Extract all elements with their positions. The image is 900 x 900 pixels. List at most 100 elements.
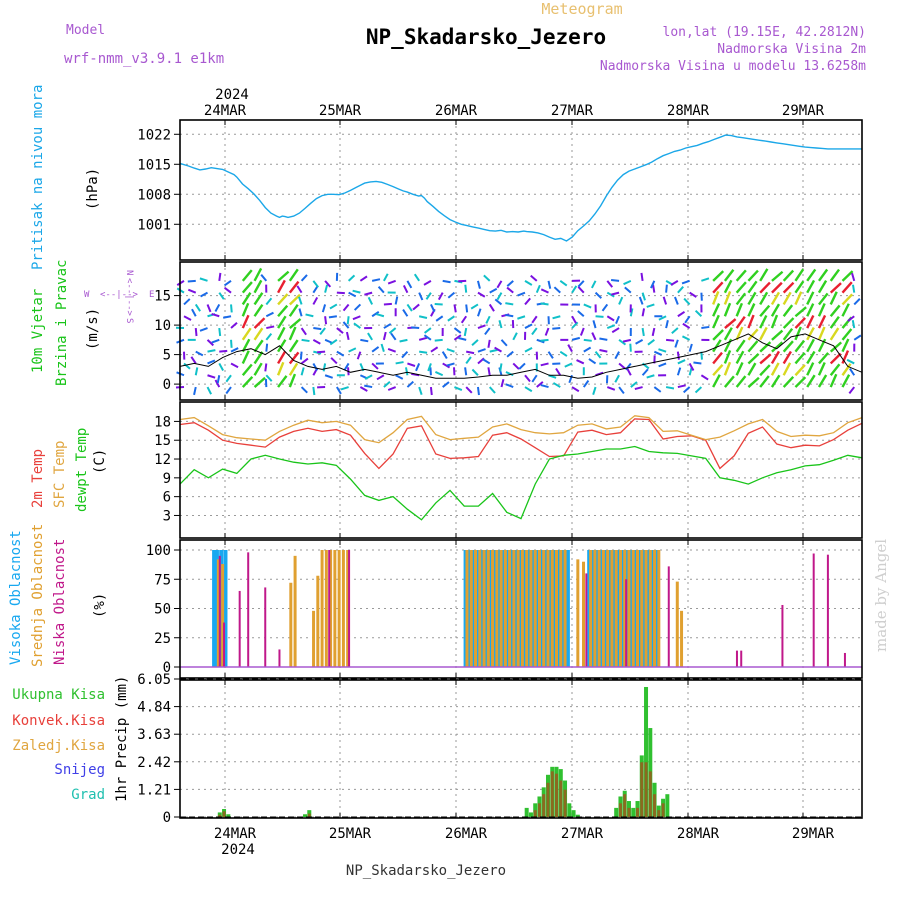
wind-vector: [677, 359, 686, 365]
wind-vector: [512, 332, 518, 341]
ytick-label-wind-3: 15: [154, 289, 171, 305]
wind-vector: [665, 284, 668, 293]
cloud-bar-1: [601, 550, 605, 667]
wind-vector: [441, 351, 448, 360]
wind-vector: [579, 327, 585, 336]
wind-vector: [829, 268, 841, 282]
cloud-bar-1: [346, 550, 350, 667]
wind-vector: [230, 321, 238, 329]
wind-vector: [782, 304, 794, 317]
wind-vector: [782, 281, 795, 294]
wind-vector: [301, 338, 310, 343]
wind-vector: [829, 327, 840, 341]
wind-vector: [818, 352, 830, 365]
wind-vector: [852, 284, 856, 293]
precip-bar-1: [640, 762, 644, 817]
wind-vector: [674, 296, 679, 305]
wind-vector: [806, 291, 815, 305]
wind-vector: [253, 327, 264, 341]
wind-vector: [446, 348, 455, 353]
wind-vector: [676, 351, 680, 360]
cloud-bar-2: [667, 566, 670, 667]
wind-vector: [601, 303, 609, 312]
cloud-bar-1: [333, 550, 337, 667]
wind-vector: [506, 350, 514, 358]
cloud-bar-1: [680, 610, 684, 667]
wind-vector: [505, 302, 514, 306]
wind-vector: [352, 315, 361, 321]
wind-vector: [817, 314, 827, 329]
cloud-bar-1: [316, 575, 320, 667]
cloud-bar-1: [221, 564, 225, 667]
wind-vector: [747, 314, 755, 329]
wind-vector: [500, 339, 508, 347]
cloud-bar-1: [550, 550, 554, 667]
cloud-bar-2: [247, 552, 250, 667]
wind-vector: [759, 314, 768, 329]
wind-vector: [524, 297, 531, 306]
wind-vector: [683, 297, 691, 306]
precip-bar-1: [623, 794, 627, 817]
ytick-label-clouds-1: 25: [154, 631, 171, 647]
wind-vector: [571, 336, 581, 341]
wind-vector: [371, 362, 379, 370]
wind-vector: [359, 386, 368, 392]
wind-vector: [500, 379, 505, 388]
wind-vector: [383, 323, 392, 329]
bottom-date-label-0: 24MAR: [214, 826, 257, 842]
wind-vector: [402, 285, 409, 294]
wind-vector: [218, 292, 225, 300]
wind-vector: [406, 280, 413, 289]
ytick-label-temperature-2: 9: [163, 471, 171, 487]
wind-vector: [555, 367, 562, 376]
bottom-date-label-4: 28MAR: [677, 826, 720, 842]
wind-vector: [759, 375, 770, 388]
cloud-bar-1: [486, 550, 490, 667]
wind-vector: [770, 291, 781, 306]
wind-vector: [759, 291, 769, 306]
precip-bar-1: [546, 782, 550, 817]
precip-bar-0: [575, 814, 580, 817]
ytick-label-temperature-0: 3: [163, 508, 171, 524]
wind-vector: [342, 321, 350, 329]
wind-vector: [253, 351, 264, 365]
wind-vector: [296, 285, 303, 294]
cloud-unit: (%): [92, 593, 108, 618]
wind-vector: [241, 269, 253, 282]
wind-vector: [442, 362, 451, 369]
wind-vectors: [175, 267, 862, 396]
wind-vector: [477, 348, 486, 353]
precip-bar-0: [533, 803, 538, 817]
wind-vector: [817, 374, 828, 388]
wind-vector: [464, 367, 468, 376]
wind-vector: [524, 374, 531, 383]
wind-vector: [277, 304, 289, 318]
precip-bar-0: [226, 814, 231, 817]
wind-vector: [496, 292, 503, 301]
wind-vector: [343, 362, 350, 371]
wind-vector: [395, 374, 404, 380]
wind-vector: [849, 368, 856, 376]
cloud-bar-2: [843, 652, 846, 667]
cloud-bar-1: [216, 559, 220, 667]
wind-vector: [576, 359, 585, 365]
bottom-date-label-2: 26MAR: [445, 826, 488, 842]
wind-vector: [641, 292, 646, 301]
wind-vector: [207, 374, 216, 379]
wind-vector: [512, 362, 520, 370]
wind-vector: [214, 303, 221, 312]
wind-vector: [723, 375, 735, 388]
wind-vector: [298, 308, 303, 317]
wind-vector: [382, 331, 387, 341]
wind-vector: [583, 338, 592, 342]
cloud-bar-1: [610, 550, 614, 667]
cloud-bar-1: [329, 550, 333, 667]
wind-vector: [547, 280, 552, 289]
wind-vector: [851, 320, 856, 329]
cloud-bar-1: [478, 550, 482, 667]
wind-vector: [482, 358, 491, 365]
wind-vector: [423, 327, 432, 334]
